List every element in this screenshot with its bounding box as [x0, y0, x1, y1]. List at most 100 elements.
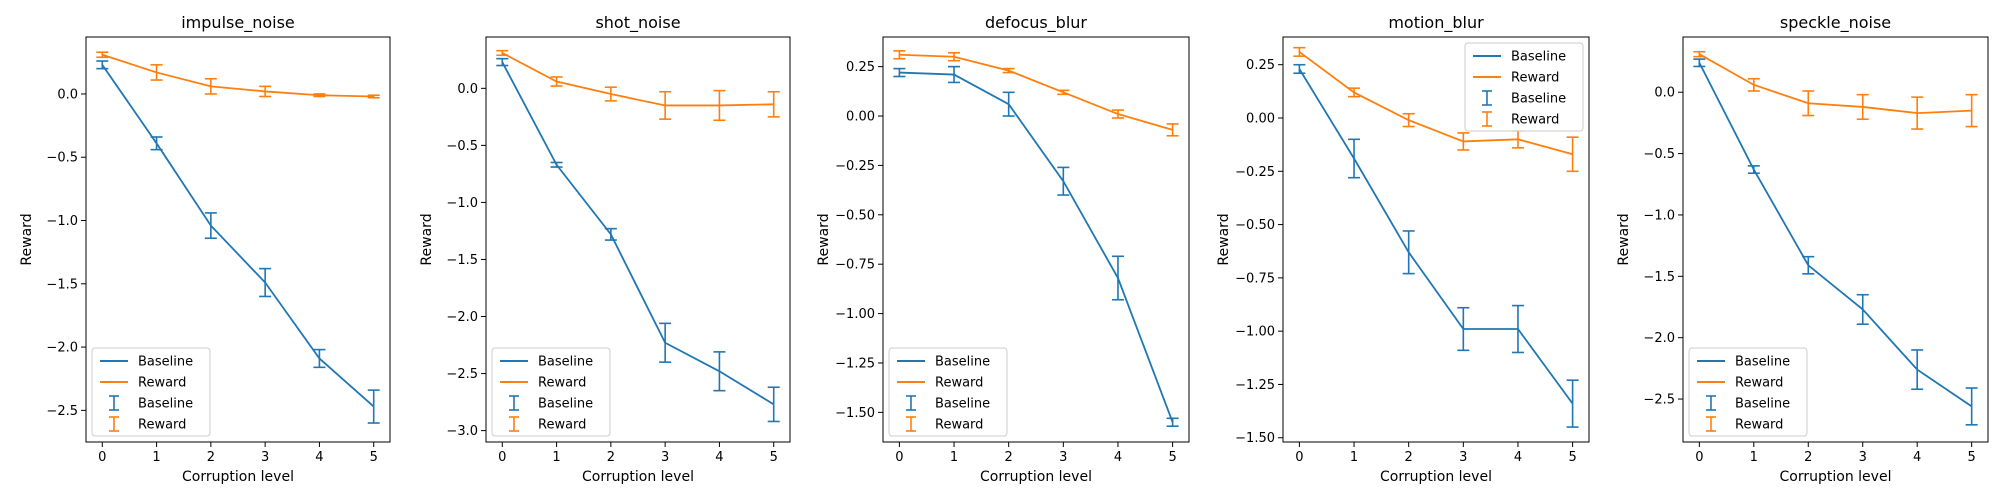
x-tick-label: 5 [370, 450, 378, 465]
x-axis-label: Corruption level [1780, 469, 1892, 485]
x-tick-label: 3 [261, 450, 269, 465]
reward-series-line [501, 52, 774, 107]
y-tick-label: −0.50 [835, 208, 875, 223]
legend-label: Baseline [1511, 50, 1566, 65]
legend-box [491, 347, 611, 437]
y-tick-label: −1.50 [835, 406, 875, 421]
x-tick-label: 5 [770, 450, 778, 465]
x-tick-label: 5 [1568, 450, 1576, 465]
y-axis-label: Reward [419, 213, 435, 265]
x-tick-label: 4 [1913, 450, 1921, 465]
y-tick-label: −2.5 [446, 367, 478, 382]
legend-box [888, 347, 1008, 437]
y-tick-label: −1.5 [446, 253, 478, 268]
x-axis-label: Corruption level [1380, 469, 1492, 485]
chart-title: impulse_noise [181, 13, 295, 33]
legend-box [1464, 42, 1584, 132]
y-tick-label: −2.5 [1643, 393, 1675, 408]
x-tick-label: 2 [207, 450, 215, 465]
legend: Baseline Reward Baseline Reward [491, 347, 611, 437]
x-tick-label: 0 [1695, 450, 1703, 465]
legend-label: Reward [935, 418, 983, 433]
x-tick-label: 1 [950, 450, 958, 465]
baseline-series-line [1298, 68, 1574, 405]
y-tick-label: 0.0 [1654, 86, 1675, 101]
y-tick-label: −2.5 [46, 404, 78, 419]
y-tick-label: −0.75 [835, 258, 875, 273]
legend-box [91, 347, 211, 437]
y-tick-label: −0.25 [1235, 165, 1275, 180]
x-tick-label: 4 [315, 450, 323, 465]
chart-panel-motion-blur: motion_blur 0 1 2 3 4 5 0.25 0.00 −0.25 −0.50 −0.75… [1216, 13, 1590, 485]
axes-frame [1682, 36, 1989, 443]
x-tick-label: 0 [1295, 450, 1303, 465]
x-axis-label: Corruption level [980, 469, 1092, 485]
x-tick-label: 1 [1750, 450, 1758, 465]
chart-title: motion_blur [1388, 13, 1484, 33]
y-tick-label: −1.0 [446, 196, 478, 211]
chart-title: speckle_noise [1780, 13, 1891, 33]
y-tick-label: −0.5 [1643, 147, 1675, 162]
y-tick-label: −1.25 [835, 356, 875, 371]
legend-label: Baseline [1735, 355, 1790, 370]
y-axis-label: Reward [1216, 213, 1232, 265]
legend-label: Reward [1511, 71, 1559, 86]
y-tick-label: −2.0 [1643, 331, 1675, 346]
x-tick-label: 4 [1114, 450, 1122, 465]
legend-label: Reward [935, 376, 983, 391]
y-tick-label: 0.25 [846, 60, 875, 75]
y-tick-label: −3.0 [446, 424, 478, 439]
reward-series-line [1298, 51, 1573, 156]
legend-label: Baseline [935, 397, 990, 412]
x-tick-label: 3 [1459, 450, 1467, 465]
y-tick-label: −1.00 [1235, 325, 1275, 340]
legend-label: Reward [1735, 418, 1783, 433]
chart-panel-impulse-noise: impulse_noise 0 1 2 3 4 5 0.0 −0.5 −1.0 −1.5 −2.0 −2… [19, 13, 391, 485]
legend-label: Reward [538, 418, 586, 433]
x-tick-label: 3 [661, 450, 669, 465]
x-tick-label: 4 [715, 450, 723, 465]
x-tick-label: 1 [152, 450, 160, 465]
x-tick-label: 2 [607, 450, 615, 465]
y-tick-label: −1.25 [1235, 378, 1275, 393]
y-tick-label: 0.0 [457, 82, 478, 97]
legend-label: Reward [538, 376, 586, 391]
x-tick-label: 1 [1350, 450, 1358, 465]
axes-frame [1282, 36, 1590, 443]
y-tick-label: −1.5 [1643, 270, 1675, 285]
y-tick-label: 0.00 [1246, 112, 1275, 127]
y-tick-label: −2.0 [46, 341, 78, 356]
y-axis-label: Reward [19, 213, 35, 265]
x-tick-label: 4 [1514, 450, 1522, 465]
legend-label: Baseline [138, 355, 193, 370]
legend-label: Baseline [538, 397, 593, 412]
legend-label: Reward [138, 376, 186, 391]
chart-panel-shot-noise: shot_noise 0 1 2 3 4 5 0.0 −0.5 −1.0 −1.5 −2.0 −2.5 −… [419, 13, 791, 485]
y-tick-label: −1.50 [1235, 431, 1275, 446]
x-tick-label: 3 [1859, 450, 1867, 465]
legend-label: Baseline [1511, 92, 1566, 107]
legend: Baseline Reward Baseline Reward [1688, 347, 1808, 437]
axes-frame [85, 36, 391, 443]
x-tick-label: 5 [1968, 450, 1976, 465]
y-tick-label: −1.00 [835, 307, 875, 322]
chart-title: shot_noise [595, 13, 680, 33]
legend-label: Baseline [538, 355, 593, 370]
legend-label: Baseline [935, 355, 990, 370]
y-tick-label: −0.5 [46, 151, 78, 166]
x-tick-label: 0 [895, 450, 903, 465]
y-axis-label: Reward [816, 213, 832, 265]
legend: Baseline Reward Baseline Reward [888, 347, 1008, 437]
x-tick-label: 5 [1168, 450, 1176, 465]
y-tick-label: −1.0 [46, 214, 78, 229]
axes-frame [882, 36, 1190, 443]
legend: Baseline Reward Baseline Reward [1464, 42, 1584, 132]
baseline-series-line [899, 71, 1174, 423]
x-axis-label: Corruption level [182, 469, 294, 485]
baseline-series-line [501, 61, 775, 406]
y-tick-label: 0.25 [1246, 58, 1275, 73]
x-tick-label: 0 [98, 450, 106, 465]
reward-series-line [102, 53, 374, 98]
legend: Baseline Reward Baseline Reward [91, 347, 211, 437]
baseline-series-line [1698, 62, 1973, 408]
